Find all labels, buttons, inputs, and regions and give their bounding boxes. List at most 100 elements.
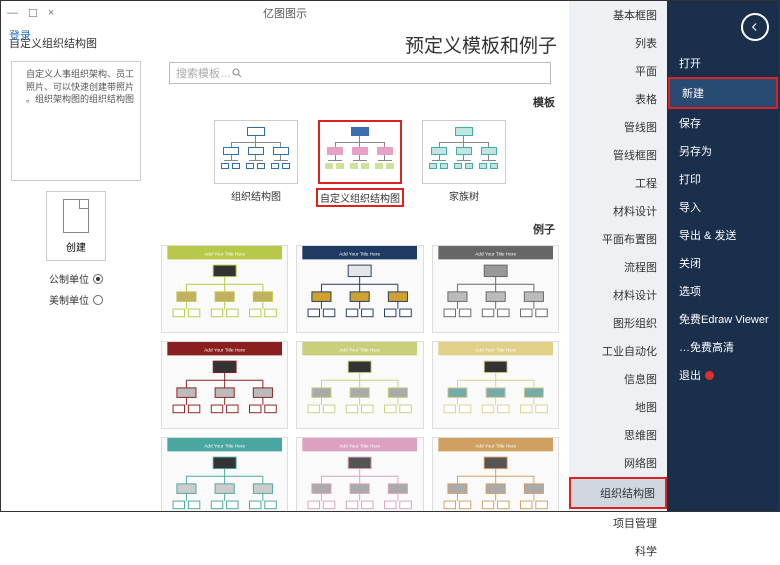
radio-icon — [93, 274, 103, 284]
nav-item-5[interactable]: 导入 — [667, 193, 779, 221]
nav-item-9[interactable]: 免费Edraw Viewer — [667, 305, 779, 333]
cat-item-5[interactable]: 管线框图 — [569, 141, 667, 169]
radio-icon — [93, 295, 103, 305]
section-templates: 模板 — [159, 90, 561, 114]
template-1[interactable]: 自定义组织结构图 — [316, 120, 404, 207]
template-caption: 组织结构图 — [231, 188, 281, 203]
unit-radio-1[interactable]: 美制单位 — [49, 292, 103, 307]
svg-text:Add Your Title Here: Add Your Title Here — [339, 252, 380, 258]
cat-item-17[interactable]: 组织结构图 — [569, 477, 667, 509]
titlebar: — ☐ × 亿图图示 — [1, 1, 569, 25]
example-2[interactable]: Add Your Title Here — [432, 245, 559, 333]
cat-item-6[interactable]: 工程 — [569, 169, 667, 197]
svg-text:Add Your Title Here: Add Your Title Here — [339, 348, 380, 354]
nav-item-7[interactable]: 关闭 — [667, 249, 779, 277]
login-link[interactable]: 登录 — [9, 27, 31, 43]
page-heading: 预定义模板和例子 — [159, 25, 561, 62]
template-caption: 自定义组织结构图 — [316, 188, 404, 207]
template-thumb — [422, 120, 506, 184]
cat-item-13[interactable]: 信息图 — [569, 365, 667, 393]
svg-text:Add Your Title Here: Add Your Title Here — [475, 252, 516, 258]
radio-label: 美制单位 — [49, 292, 89, 307]
nav-item-0[interactable]: 打开 — [667, 49, 779, 77]
nav-item-1[interactable]: 新建 — [668, 77, 778, 109]
nav-item-label: 免费高清… — [679, 339, 734, 355]
cat-item-0[interactable]: 基本框图 — [569, 1, 667, 29]
nav-item-8[interactable]: 选项 — [667, 277, 779, 305]
template-2[interactable]: 家族树 — [420, 120, 508, 207]
cat-item-15[interactable]: 思维图 — [569, 421, 667, 449]
nav-item-10[interactable]: 免费高清… — [667, 333, 779, 361]
back-icon[interactable] — [741, 13, 769, 41]
cat-item-12[interactable]: 工业自动化 — [569, 337, 667, 365]
section-examples: 例子 — [159, 217, 561, 241]
template-gallery: 预定义模板和例子 搜索模板… 模板 组织结构图 自定义组织结构图 家族树 例子 Ad… — [151, 25, 569, 511]
svg-text:Add Your Title Here: Add Your Title Here — [475, 348, 516, 354]
cat-item-19[interactable]: 科学 — [569, 537, 667, 565]
template-0[interactable]: 组织结构图 — [212, 120, 300, 207]
cat-item-9[interactable]: 流程图 — [569, 253, 667, 281]
nav-item-label: 打印 — [679, 171, 701, 187]
nav-item-label: 另存为 — [679, 143, 712, 159]
template-thumb — [318, 120, 402, 184]
nav-item-label: 关闭 — [679, 255, 701, 271]
cat-item-16[interactable]: 网络图 — [569, 449, 667, 477]
nav-item-label: 选项 — [679, 283, 701, 299]
radio-label: 公制单位 — [49, 271, 89, 286]
unit-radio-0[interactable]: 公制单位 — [49, 271, 103, 286]
nav-item-label: 保存 — [679, 115, 701, 131]
nav-item-label: 导入 — [679, 199, 701, 215]
cat-item-14[interactable]: 地图 — [569, 393, 667, 421]
svg-text:Add Your Title Here: Add Your Title Here — [475, 444, 516, 450]
example-7[interactable]: Add Your Title Here — [296, 437, 423, 511]
cat-item-10[interactable]: 材料设计 — [569, 281, 667, 309]
stop-icon — [705, 371, 714, 380]
cat-item-2[interactable]: 平面 — [569, 57, 667, 85]
category-list: 基本框图列表平面表格管线图管线框图工程材料设计平面布置图流程图材料设计图形组织工… — [569, 1, 667, 511]
search-input[interactable]: 搜索模板… — [169, 62, 551, 84]
example-1[interactable]: Add Your Title Here — [296, 245, 423, 333]
cat-item-7[interactable]: 材料设计 — [569, 197, 667, 225]
nav-item-label: 新建 — [682, 85, 704, 101]
unit-radios: 公制单位美制单位 — [49, 271, 103, 307]
cat-item-18[interactable]: 项目管理 — [569, 509, 667, 537]
nav-item-6[interactable]: 导出 & 发送 — [667, 221, 779, 249]
example-5[interactable]: Add Your Title Here — [432, 341, 559, 429]
cat-item-3[interactable]: 表格 — [569, 85, 667, 113]
close-button[interactable]: × — [48, 7, 54, 20]
example-8[interactable]: Add Your Title Here — [432, 437, 559, 511]
svg-text:Add Your Title Here: Add Your Title Here — [204, 252, 245, 258]
main-panel: — ☐ × 亿图图示 登录 自定义组织结构图 自定义人事组织架构、员工照片、可以… — [1, 1, 569, 511]
nav-item-2[interactable]: 保存 — [667, 109, 779, 137]
search-placeholder: 搜索模板… — [176, 65, 231, 81]
nav-item-4[interactable]: 打印 — [667, 165, 779, 193]
min-button[interactable]: — — [7, 7, 18, 20]
example-0[interactable]: Add Your Title Here — [161, 245, 288, 333]
cat-item-1[interactable]: 列表 — [569, 29, 667, 57]
create-button[interactable]: 创建 — [46, 191, 106, 261]
file-nav: 打开新建保存另存为打印导入导出 & 发送关闭选项免费Edraw Viewer 免费… — [667, 1, 779, 511]
search-icon — [231, 67, 243, 79]
cat-item-11[interactable]: 图形组织 — [569, 309, 667, 337]
template-thumb — [214, 120, 298, 184]
window-title: 亿图图示 — [263, 5, 307, 21]
max-button[interactable]: ☐ — [28, 7, 38, 20]
nav-item-label: 打开 — [679, 55, 701, 71]
nav-item-3[interactable]: 另存为 — [667, 137, 779, 165]
nav-item-label: 免费Edraw Viewer — [679, 311, 769, 327]
nav-item-11[interactable]: 退出 — [667, 361, 779, 389]
preview-desc: 自定义人事组织架构、员工照片、可以快速创建带照片组织架构图的组织结构图。 — [11, 61, 141, 181]
svg-text:Add Your Title Here: Add Your Title Here — [204, 444, 245, 450]
page-icon — [63, 199, 89, 233]
svg-text:Add Your Title Here: Add Your Title Here — [339, 444, 380, 450]
nav-item-label: 导出 & 发送 — [679, 227, 736, 243]
template-caption: 家族树 — [449, 188, 479, 203]
example-6[interactable]: Add Your Title Here — [161, 437, 288, 511]
cat-item-8[interactable]: 平面布置图 — [569, 225, 667, 253]
preview-panel: 自定义组织结构图 自定义人事组织架构、员工照片、可以快速创建带照片组织架构图的组… — [1, 25, 151, 511]
cat-item-4[interactable]: 管线图 — [569, 113, 667, 141]
example-3[interactable]: Add Your Title Here — [161, 341, 288, 429]
svg-text:Add Your Title Here: Add Your Title Here — [204, 348, 245, 354]
example-4[interactable]: Add Your Title Here — [296, 341, 423, 429]
create-label: 创建 — [66, 239, 86, 254]
